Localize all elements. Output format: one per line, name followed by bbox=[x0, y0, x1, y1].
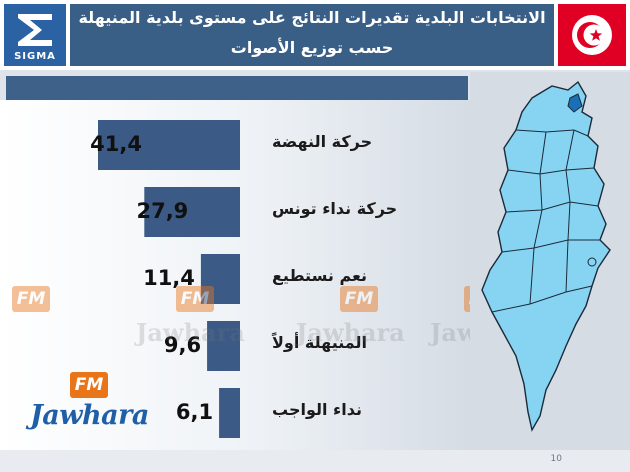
bar-chart bbox=[98, 120, 240, 438]
bar bbox=[144, 187, 240, 237]
footer: 10 bbox=[0, 450, 630, 472]
header: SIGMA الانتخابات البلدية تقديرات النتائج… bbox=[0, 0, 630, 70]
bar bbox=[98, 120, 240, 170]
title-banner: الانتخابات البلدية تقديرات النتائج على م… bbox=[70, 4, 554, 66]
data-label: 27,9 bbox=[136, 199, 189, 223]
data-label: 9,6 bbox=[163, 333, 202, 357]
tunisia-map-icon bbox=[481, 80, 611, 432]
jawhara-logo: Jawhara bbox=[30, 400, 149, 431]
category-label: حركة نداء تونس bbox=[272, 199, 398, 218]
watermark: Jawhara bbox=[136, 318, 245, 347]
sigma-logo-icon bbox=[18, 14, 52, 46]
data-label: 6,1 bbox=[175, 400, 214, 424]
fm-logo-icon: FM bbox=[70, 372, 108, 398]
bar bbox=[207, 321, 240, 371]
fm-logo-icon: FM bbox=[176, 286, 214, 312]
logo-text: SIGMA bbox=[14, 51, 56, 62]
map-panel bbox=[470, 72, 630, 450]
fm-logo-icon: FM bbox=[12, 286, 50, 312]
category-label: نعم نستطيع bbox=[272, 266, 368, 285]
data-label: 41,4 bbox=[90, 132, 142, 156]
subheader-band bbox=[6, 76, 468, 100]
sigma-logo: SIGMA bbox=[4, 4, 66, 66]
page-title: الانتخابات البلدية تقديرات النتائج على م… bbox=[78, 8, 546, 27]
bar bbox=[219, 388, 240, 438]
watermark: Jawhara bbox=[296, 318, 405, 347]
bar bbox=[200, 254, 240, 304]
page-subtitle: حسب توزيع الأصوات bbox=[230, 38, 394, 57]
data-label: 11,4 bbox=[143, 266, 195, 290]
fm-logo-icon: FM bbox=[340, 286, 378, 312]
category-label: المنيهلة أولاً bbox=[272, 333, 367, 352]
category-label: نداء الواجب bbox=[272, 400, 362, 419]
tunisia-flag-icon bbox=[558, 4, 626, 66]
page-number: 10 bbox=[550, 454, 562, 464]
category-label: حركة النهضة bbox=[272, 132, 373, 151]
